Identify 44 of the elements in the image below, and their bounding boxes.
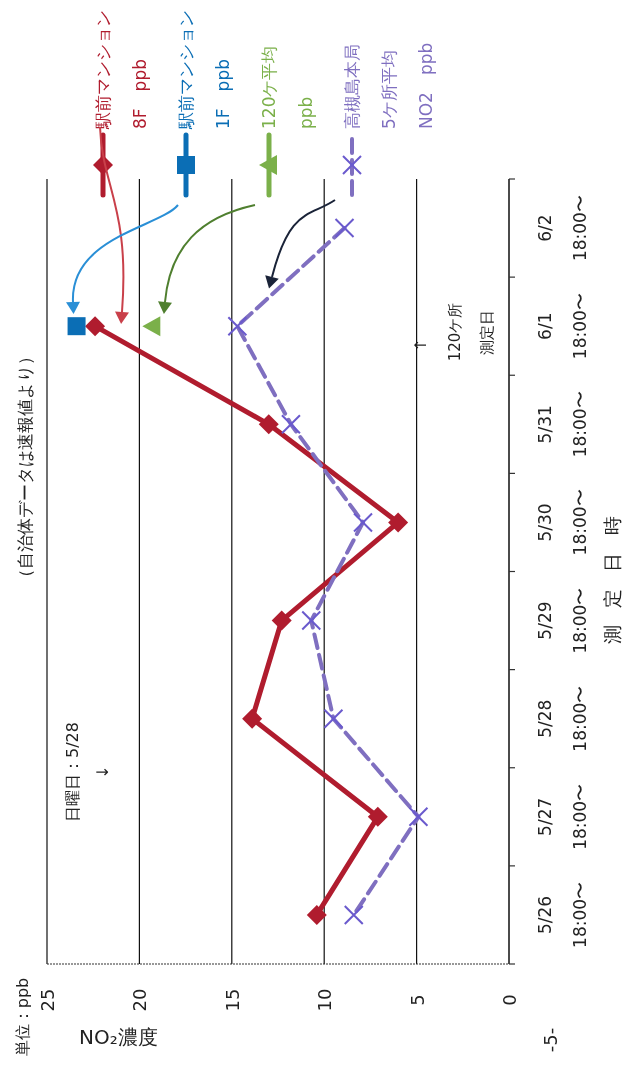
- point: [353, 512, 374, 533]
- point: [142, 316, 161, 337]
- point: [388, 512, 409, 533]
- annotation: ↑: [410, 338, 430, 352]
- y-tick-label: 5/30 18:00〜: [535, 489, 590, 556]
- x-axis-title: NO₂濃度: [78, 1025, 158, 1049]
- legend-item: 高槻島本局 5ケ所平均 NO2 ppb: [342, 42, 436, 197]
- text: （自治体データは速報値より）: [15, 348, 35, 586]
- y-tick-label: 5/28 18:00〜: [535, 685, 590, 752]
- legend-item: 駅前マンション 1F ppb: [176, 10, 233, 198]
- legend-item: 120ケ平均 ppb: [259, 45, 316, 198]
- point: [408, 806, 429, 827]
- point: [334, 218, 355, 239]
- annotation: 日曜日：5/28 ↓: [62, 722, 112, 822]
- y-tick-label: 5/29 18:00〜: [535, 587, 590, 654]
- legend-item: 駅前マンション 8F ppb: [93, 10, 150, 198]
- point: [271, 610, 292, 631]
- x-tick-label: 5: [406, 994, 428, 1006]
- point: [306, 904, 327, 925]
- point: [67, 317, 86, 336]
- x-tick-label: 0: [498, 994, 520, 1006]
- point: [301, 610, 322, 631]
- point: [242, 708, 263, 729]
- y-tick-label: 5/31 18:00〜: [535, 391, 590, 458]
- point: [85, 316, 106, 337]
- y-axis-title: 測定日時: [601, 499, 623, 644]
- x-tick-label: 10: [313, 988, 335, 1012]
- point: [258, 414, 279, 435]
- point: [280, 414, 301, 435]
- annotation: 120ケ所: [446, 302, 464, 362]
- x-tick-label: 25: [36, 988, 58, 1012]
- y-tick-label: 5/26 18:00〜: [535, 881, 590, 948]
- x-tick-label: 20: [128, 988, 150, 1012]
- text: 単位：ppb: [12, 977, 32, 1057]
- annotation: 測定日: [478, 309, 496, 355]
- y-tick-label: 6/1 18:00〜: [535, 293, 590, 360]
- point: [227, 316, 248, 337]
- y-tick-label: 6/2 18:00〜: [535, 195, 590, 262]
- y-tick-label: 5/27 18:00〜: [535, 783, 590, 850]
- point: [367, 806, 388, 827]
- text: -5-: [539, 1027, 561, 1053]
- point: [323, 708, 344, 729]
- point: [343, 904, 364, 925]
- x-tick-label: 15: [221, 988, 243, 1012]
